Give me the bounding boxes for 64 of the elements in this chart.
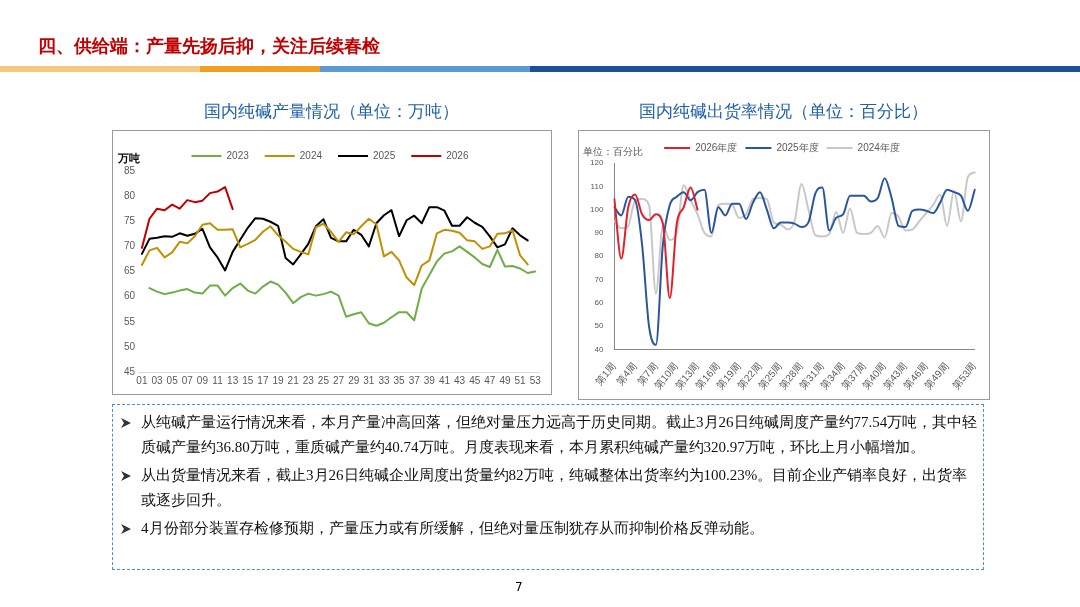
legend-label: 2024 [299,149,323,161]
legend-label: 2026年度 [695,141,738,153]
y-tick-label: 110 [590,181,604,191]
x-tick-label: 27 [333,374,345,386]
x-tick-label: 47 [484,374,496,386]
legend-label: 2025 [373,149,396,161]
y-tick-label: 100 [589,204,604,214]
x-tick-label: 45 [469,374,481,386]
text: 从出货量情况来看，截止3月26日纯碱企业周度出货量约82万吨，纯碱整体出货率约为100.23%。目前企业产销率良好，出货率或逐步回升。 [141,466,969,510]
x-tick-label: 03 [151,374,164,386]
line-series [613,186,699,300]
text: 4月份部分装置存检修预期，产量压力或有所缓解，但绝对量压制犹存从而抑制价格反弹动能。 [141,519,764,538]
x-tick-label: 01 [136,374,148,386]
x-tick-label: 11 [212,374,224,386]
x-tick-label: 29 [348,374,360,386]
x-tick-label: 53 [529,374,542,386]
y-tick-label: 60 [124,290,136,302]
y-tick-label: 80 [124,189,136,201]
x-tick-label: 33 [378,374,390,386]
y-tick-label: 60 [594,298,604,308]
x-tick-label: 31 [363,374,375,386]
x-tick-label: 25 [317,374,330,386]
y-tick-label: 75 [124,215,136,226]
x-tick-label: 05 [166,374,179,386]
x-tick-label: 17 [257,374,269,386]
chart-title: 国内纯碱产量情况（单位：万吨） [202,101,460,123]
text: 7 [515,580,523,594]
text: 从纯碱产量运行情况来看，本月产量冲高回落，但绝对量压力远高于历史同期。截止3月26日纯碱周度产量约77.54万吨，其中轻质碱产量约36.80万吨，重质碱产量约40.74万吨。月度表现来看，本月累积纯碱产量约320.97万吨，环比上月小幅增加。 [141,413,979,457]
x-tick-label: 39 [423,374,436,386]
y-tick-label: 80 [594,251,604,261]
x-tick-label: 49 [499,374,511,386]
x-tick-label: 07 [181,374,194,386]
y-tick-label: 85 [124,164,136,176]
x-tick-label: 51 [514,374,527,386]
y-tick-label: 90 [594,228,604,238]
x-tick-label: 41 [438,374,451,386]
y-tick-label: 50 [594,321,604,331]
x-tick-label: 43 [454,374,466,386]
y-tick-label: 65 [124,265,136,277]
line-series [613,171,976,295]
y-tick-label: 40 [594,344,604,354]
text: 四、供给端：产量先扬后抑，关注后续春检 [38,34,380,58]
legend-label: 2025年度 [776,141,819,153]
y-tick-label: 70 [594,274,604,284]
y-tick-label: 50 [124,340,136,352]
x-tick-label: 09 [196,374,209,386]
y-tick-label: 70 [124,240,136,252]
x-tick-label: 13 [227,374,239,386]
x-tick-label: 19 [272,374,285,386]
legend-label: 2023 [226,149,250,161]
x-tick-label: 21 [287,374,300,386]
line-series [613,177,976,346]
x-tick-label: 35 [393,374,406,386]
legend-label: 2026 [446,149,469,161]
x-tick-label: 23 [302,374,315,386]
x-tick-label: 第53周 [950,360,979,392]
chart-title: 国内纯碱出货率情况（单位：百分比） [637,101,929,123]
y-tick-label: 55 [124,315,136,327]
y-axis-title: 万吨 [117,152,141,166]
y-tick-label: 120 [589,158,604,168]
legend-label: 2024年度 [857,141,900,153]
y-axis-title: 单位：百分比 [583,145,643,157]
x-tick-label: 15 [242,374,254,386]
x-tick-label: 37 [408,374,421,386]
